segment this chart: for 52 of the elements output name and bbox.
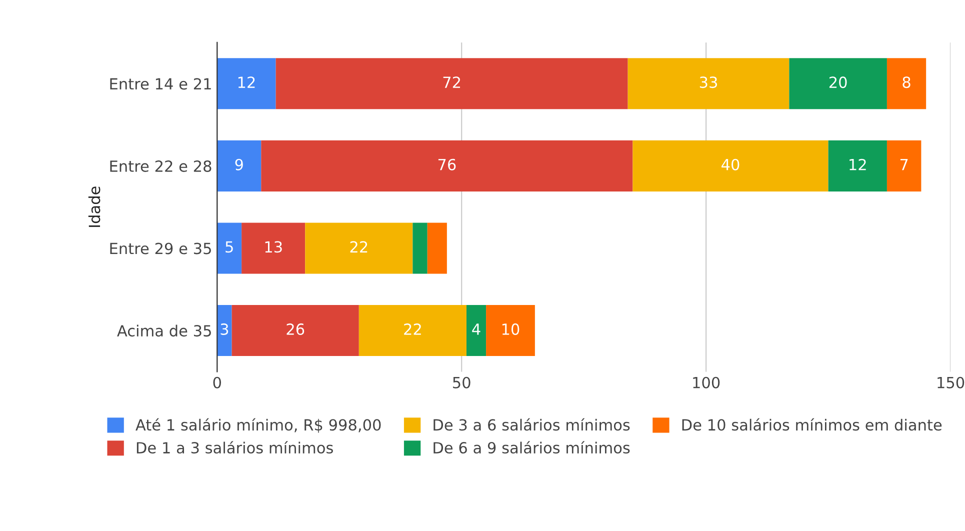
data-label: 13 xyxy=(265,241,282,253)
bar xyxy=(217,140,262,192)
y-tick-label: Entre 14 e 21 xyxy=(110,78,211,90)
data-label: 33 xyxy=(700,76,717,88)
bar xyxy=(828,140,887,192)
y-tick-label: Entre 29 e 35 xyxy=(110,242,211,254)
bar xyxy=(486,305,535,356)
legend-label: De 1 a 3 salários mínimos xyxy=(136,441,333,454)
x-tick-label: 0 xyxy=(213,376,221,388)
x-tick-label: 150 xyxy=(938,376,964,388)
data-label: 3 xyxy=(220,323,228,335)
data-label: 12 xyxy=(238,76,255,88)
legend-label: Até 1 salário mínimo, R$ 998,00 xyxy=(136,418,381,433)
bar xyxy=(412,222,428,274)
x-tick-label: 100 xyxy=(693,376,720,388)
bar xyxy=(242,222,306,274)
y-tick-label: Acima de 35 xyxy=(117,324,211,337)
bar xyxy=(466,305,486,356)
bar xyxy=(358,305,466,356)
data-label: 26 xyxy=(286,323,304,335)
bar xyxy=(886,140,922,192)
bar xyxy=(217,58,276,110)
data-label: 12 xyxy=(850,158,866,170)
bar xyxy=(789,58,887,110)
y-tick-label: Entre 22 e 28 xyxy=(110,160,212,172)
bar xyxy=(261,140,633,192)
data-label: 10 xyxy=(502,323,520,335)
data-label: 9 xyxy=(235,158,243,170)
bar xyxy=(632,140,828,192)
bar xyxy=(628,58,790,110)
data-label: 72 xyxy=(443,76,460,88)
data-label: 8 xyxy=(902,76,910,88)
bar xyxy=(276,58,628,110)
bar xyxy=(886,58,926,110)
data-label: 40 xyxy=(722,158,740,170)
legend-label: De 10 salários mínimos em diante xyxy=(682,418,942,431)
data-label: 5 xyxy=(226,241,233,253)
bar xyxy=(427,222,447,274)
bar xyxy=(232,305,359,356)
legend-label: De 3 a 6 salários mínimos xyxy=(434,418,630,431)
data-label: 7 xyxy=(900,159,908,170)
data-label: 22 xyxy=(350,241,368,252)
bar xyxy=(217,222,242,274)
y-axis-title: Idade xyxy=(88,186,100,227)
data-label: 4 xyxy=(472,324,480,335)
bar xyxy=(305,222,413,274)
legend-label: De 6 a 9 salários mínimos xyxy=(434,441,630,454)
x-tick-label: 50 xyxy=(453,376,470,388)
data-label: 20 xyxy=(829,76,847,88)
data-label: 76 xyxy=(438,158,456,170)
data-label: 22 xyxy=(404,323,421,335)
bar xyxy=(217,305,232,356)
